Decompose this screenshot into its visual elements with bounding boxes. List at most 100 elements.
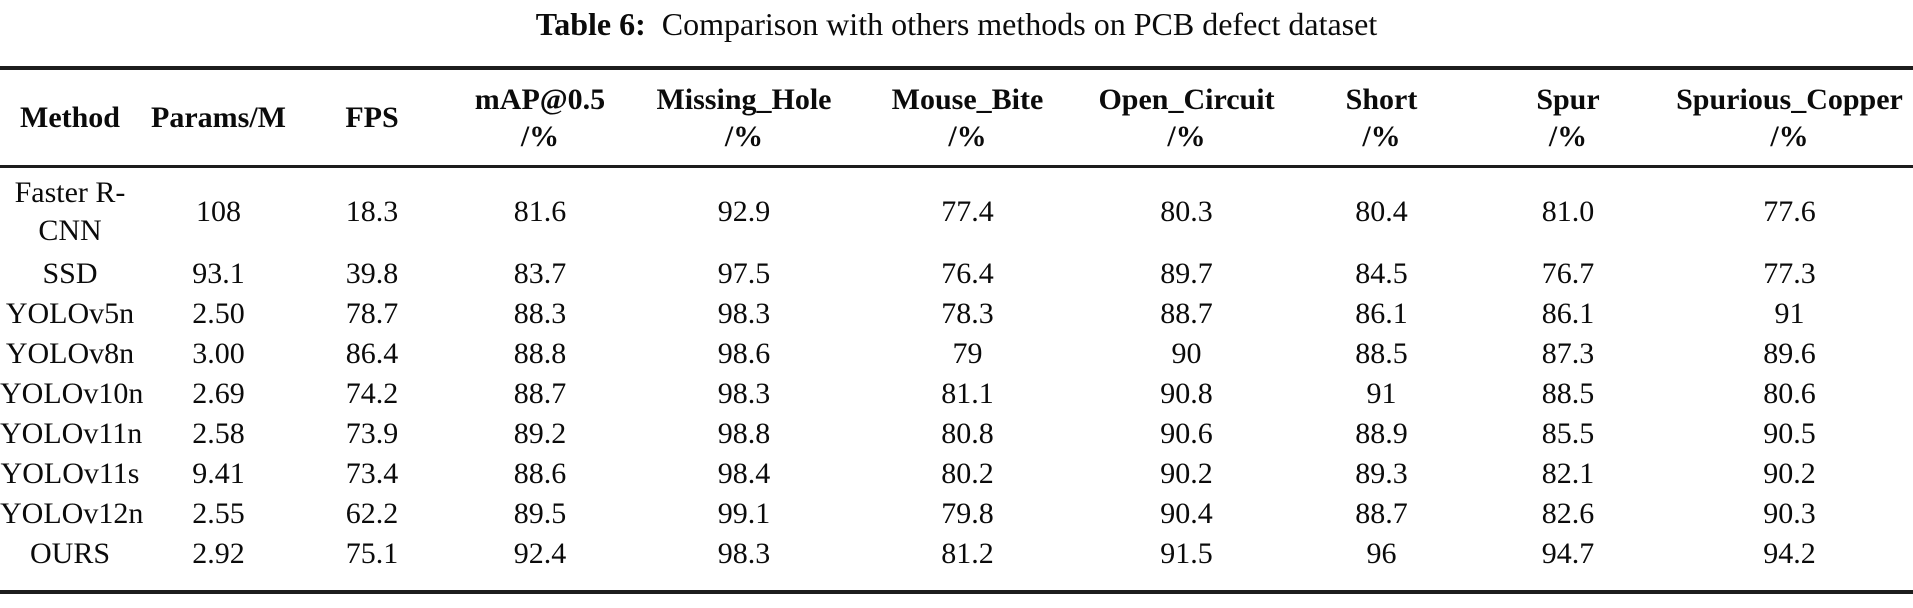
- value-cell: 89.5: [513, 497, 567, 530]
- value-cell: 2.50: [192, 297, 245, 330]
- value-cell: 91: [1774, 297, 1805, 330]
- col-header-name: Method: [20, 101, 120, 134]
- col-header-spur: Spur/%: [1470, 68, 1666, 167]
- value-cell: 90.2: [1763, 457, 1816, 490]
- col-header-unit: /%: [724, 119, 764, 153]
- value-cell: 88.7: [1355, 497, 1408, 530]
- col-header-params: Params/M: [140, 68, 297, 167]
- value-cell: 80.2: [941, 457, 994, 490]
- comparison-table: Method Params/M FPS mAP@0.5 /% Missing_Ho…: [0, 66, 1913, 594]
- value-cell: 9.41: [192, 457, 245, 490]
- method-cell: YOLOv5n: [5, 297, 135, 330]
- table-row-ours: OURS 2.92 75.1 92.4 98.3 81.2 91.5 96 94…: [0, 534, 1913, 592]
- value-cell: 81.0: [1541, 195, 1595, 228]
- value-cell: 80.8: [941, 417, 994, 450]
- value-cell: 93.1: [192, 257, 245, 290]
- value-cell: 98.3: [717, 537, 771, 570]
- value-cell: 85.5: [1541, 417, 1595, 450]
- value-cell: 73.9: [345, 417, 399, 450]
- value-cell: 98.8: [717, 417, 771, 450]
- method-cell: Faster R-CNN: [14, 176, 126, 247]
- col-header-unit: /%: [1770, 119, 1809, 153]
- value-cell: 2.55: [192, 497, 245, 530]
- value-cell: 75.1: [345, 537, 399, 570]
- col-header-short: Short/%: [1293, 68, 1470, 167]
- value-cell: 3.00: [192, 337, 245, 370]
- value-cell: 90.4: [1160, 497, 1213, 530]
- value-cell: 77.4: [941, 195, 994, 228]
- value-cell: 86.1: [1355, 297, 1408, 330]
- table-row-ssd: SSD 93.1 39.8 83.7 97.5 76.4 89.7 84.5 7…: [0, 254, 1913, 294]
- value-cell: 108: [196, 195, 241, 228]
- value-cell: 88.5: [1355, 337, 1408, 370]
- value-cell: 98.3: [717, 297, 771, 330]
- value-cell: 88.8: [513, 337, 567, 370]
- col-header-unit: /%: [1167, 119, 1206, 153]
- value-cell: 90: [1171, 337, 1202, 370]
- value-cell: 83.7: [513, 257, 567, 290]
- value-cell: 84.5: [1355, 257, 1408, 290]
- value-cell: 86.1: [1541, 297, 1595, 330]
- table-row-yolov11n: YOLOv11n 2.58 73.9 89.2 98.8 80.8 90.6 8…: [0, 414, 1913, 454]
- value-cell: 81.6: [513, 195, 567, 228]
- col-header-unit: /%: [948, 119, 987, 153]
- table-caption-text: Comparison with others methods on PCB de…: [661, 6, 1378, 42]
- value-cell: 74.2: [345, 377, 399, 410]
- value-cell: 2.69: [192, 377, 245, 410]
- table-row-yolov10n: YOLOv10n 2.69 74.2 88.7 98.3 81.1 90.8 9…: [0, 374, 1913, 414]
- value-cell: 92.4: [513, 537, 567, 570]
- method-cell: YOLOv8n: [5, 337, 135, 370]
- col-header-open-circuit: Open_Circuit/%: [1080, 68, 1293, 167]
- value-cell: 88.6: [513, 457, 567, 490]
- value-cell: 82.6: [1541, 497, 1595, 530]
- value-cell: 90.8: [1160, 377, 1213, 410]
- col-header-method: Method: [0, 68, 140, 167]
- value-cell: 78.3: [941, 297, 994, 330]
- method-cell: YOLOv10n: [0, 377, 144, 410]
- value-cell: 81.1: [941, 377, 994, 410]
- value-cell: 2.58: [192, 417, 245, 450]
- value-cell: 77.3: [1763, 257, 1816, 290]
- value-cell: 89.2: [513, 417, 567, 450]
- col-header-name: Params/M: [151, 101, 286, 134]
- table-row-yolov12n: YOLOv12n 2.55 62.2 89.5 99.1 79.8 90.4 8…: [0, 494, 1913, 534]
- value-cell: 90.3: [1763, 497, 1816, 530]
- value-cell: 18.3: [345, 195, 399, 228]
- value-cell: 88.3: [513, 297, 567, 330]
- method-cell: YOLOv11s: [0, 457, 140, 490]
- value-cell: 92.9: [717, 195, 771, 228]
- col-header-fps: FPS: [297, 68, 447, 167]
- method-cell: YOLOv11n: [0, 417, 143, 450]
- value-cell: 80.4: [1355, 195, 1408, 228]
- value-cell: 94.2: [1763, 537, 1816, 570]
- col-header-name: Spur: [1536, 82, 1600, 116]
- value-cell: 87.3: [1541, 337, 1595, 370]
- value-cell: 76.4: [941, 257, 994, 290]
- col-header-mouse-bite: Mouse_Bite/%: [855, 68, 1080, 167]
- value-cell: 89.6: [1763, 337, 1816, 370]
- value-cell: 98.6: [717, 337, 771, 370]
- header-row: Method Params/M FPS mAP@0.5 /% Missing_Ho…: [0, 68, 1913, 167]
- value-cell: 76.7: [1541, 257, 1595, 290]
- table-row-yolov11s: YOLOv11s 9.41 73.4 88.6 98.4 80.2 90.2 8…: [0, 454, 1913, 494]
- value-cell: 90.6: [1160, 417, 1213, 450]
- value-cell: 97.5: [717, 257, 771, 290]
- value-cell: 86.4: [345, 337, 399, 370]
- value-cell: 82.1: [1541, 457, 1595, 490]
- col-header-name: mAP@0.5: [474, 82, 606, 116]
- col-header-spurious-copper: Spurious_Copper/%: [1666, 68, 1913, 167]
- value-cell: 79: [952, 337, 983, 370]
- method-cell: OURS: [29, 537, 111, 570]
- col-header-name: Missing_Hole: [656, 82, 832, 116]
- value-cell: 78.7: [345, 297, 399, 330]
- value-cell: 91.5: [1160, 537, 1213, 570]
- value-cell: 88.7: [1160, 297, 1213, 330]
- value-cell: 89.3: [1355, 457, 1408, 490]
- col-header-name: FPS: [345, 101, 399, 134]
- col-header-missing-hole: Missing_Hole/%: [633, 68, 855, 167]
- value-cell: 62.2: [345, 497, 399, 530]
- value-cell: 80.3: [1160, 195, 1213, 228]
- value-cell: 90.2: [1160, 457, 1213, 490]
- value-cell: 79.8: [941, 497, 994, 530]
